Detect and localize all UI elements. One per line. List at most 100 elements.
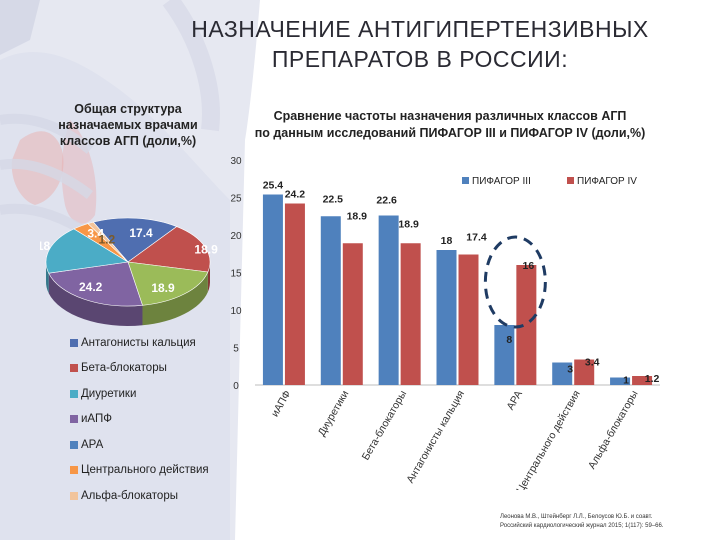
bar-pifagor-3 — [262, 194, 283, 385]
pie-slice — [48, 261, 143, 307]
pie-slice-side — [46, 261, 49, 294]
y-tick-label: 10 — [230, 306, 242, 317]
pie-slice — [127, 261, 209, 306]
y-tick-label: 25 — [230, 194, 242, 205]
pie-value-label: 18.9 — [194, 243, 218, 257]
legend-swatch — [70, 364, 78, 373]
highlight-ellipse — [483, 235, 547, 329]
bar-value-label: 18.9 — [347, 210, 368, 222]
bar-value-label: 3 — [567, 364, 573, 376]
bar-pifagor-3 — [552, 362, 573, 385]
pie-legend-item: Бета-блокаторы — [70, 356, 209, 382]
bar-value-label: 24.2 — [285, 189, 306, 201]
bar-value-label: 16 — [523, 260, 535, 272]
pie-legend-item: Альфа-блокаторы — [70, 483, 209, 509]
bar-value-label: 1.2 — [645, 373, 660, 385]
legend-swatch — [70, 338, 78, 347]
pie-chart: 17.4 18.9 18.9 24.2 18 3.41.2 — [40, 217, 218, 326]
x-tick-label: иАПФ — [269, 388, 294, 419]
pie-value-label: 18 — [40, 239, 50, 253]
bar-pifagor-4 — [632, 376, 653, 385]
bar-pifagor-4 — [342, 243, 363, 385]
bar-value-label: 1 — [623, 375, 629, 387]
bar-value-label: 25.4 — [263, 180, 284, 192]
bar-chart-title: Сравнение частоты назначения различных к… — [250, 108, 650, 142]
x-tick-label: Антагонисты кальция — [404, 389, 467, 486]
pie-legend-item: Центрального действия — [70, 458, 209, 484]
pie-value-label: 1.2 — [98, 233, 115, 247]
pie-legend-label: Диуретики — [81, 387, 137, 400]
bar-pifagor-3 — [610, 377, 631, 385]
bar-pifagor-4 — [284, 203, 305, 385]
pie-legend-label: Центрального действия — [81, 464, 209, 477]
x-tick-label: АРА — [504, 389, 525, 413]
bar-value-label: 18.9 — [398, 218, 419, 230]
bar-legend-swatch — [567, 177, 574, 184]
legend-swatch — [70, 466, 78, 475]
pie-value-label: 18.9 — [151, 281, 175, 295]
y-tick-label: 0 — [233, 381, 239, 392]
bar-legend-label: ПИФАГОР III — [472, 176, 531, 187]
x-tick-label: Альфа-блокаторы — [586, 389, 641, 472]
x-tick-label: Бета-блокаторы — [360, 389, 410, 463]
pie-value-label: 24.2 — [79, 280, 103, 294]
pie-slice — [87, 221, 129, 263]
bar-title-line1: Сравнение частоты назначения различных к… — [273, 109, 627, 123]
pie-legend-label: Антагонисты кальция — [81, 336, 196, 349]
pie-title-line3: классов АГП (доли,%) — [59, 134, 197, 148]
pie-legend-label: Бета-блокаторы — [81, 362, 167, 375]
legend-swatch — [70, 415, 78, 424]
pie-slice — [92, 217, 178, 263]
bar-value-label: 22.6 — [376, 195, 397, 207]
legend-swatch — [70, 389, 78, 398]
legend-swatch — [70, 440, 78, 449]
source-line2: Российский кардиологический журнал 2015;… — [500, 523, 664, 529]
pie-title-line1: Общая структура — [74, 102, 182, 116]
y-tick-label: 20 — [230, 231, 242, 242]
bar-value-label: 3.4 — [585, 357, 600, 369]
pie-title-line2: назначаемых врачами — [58, 118, 198, 132]
bar-pifagor-4 — [516, 265, 537, 385]
slide-title-line2: ПРЕПАРАТОВ В РОССИИ: — [271, 46, 569, 72]
y-tick-label: 5 — [233, 344, 239, 355]
pie-legend-item: АРА — [70, 432, 209, 458]
bar-chart: 05101520253025.424.2иАПФ22.518.9Диуретик… — [230, 156, 660, 491]
bar-pifagor-4 — [458, 254, 479, 385]
bar-value-label: 8 — [506, 334, 512, 346]
bar-value-label: 18 — [441, 235, 453, 247]
bar-legend-swatch — [462, 177, 469, 184]
bar-pifagor-4 — [574, 359, 595, 385]
pie-legend-label: Альфа-блокаторы — [81, 489, 178, 502]
pie-legend: Антагонисты кальция Бета-блокаторы Диуре… — [70, 330, 209, 509]
pie-legend-item: Диуретики — [70, 381, 209, 407]
bar-title-line2: по данным исследований ПИФАГОР III и ПИФ… — [254, 126, 646, 140]
slide-title: НАЗНАЧЕНИЕ АНТИГИПЕРТЕНЗИВНЫХ ПРЕПАРАТОВ… — [160, 14, 680, 74]
pie-chart-title: Общая структура назначаемых врачами клас… — [48, 101, 208, 149]
pie-value-label: 17.4 — [129, 226, 153, 240]
bar-value-label: 22.5 — [323, 193, 344, 205]
bar-pifagor-3 — [494, 325, 515, 385]
pie-legend-label: иАПФ — [81, 413, 112, 426]
legend-swatch — [70, 491, 78, 500]
pie-legend-item: Антагонисты кальция — [70, 330, 209, 356]
pie-slice-side — [207, 262, 210, 292]
pie-legend-label: АРА — [81, 438, 104, 451]
source-citation: Леонова М.В., Штейнберг Л.Л., Белоусов Ю… — [500, 513, 700, 531]
bar-pifagor-3 — [436, 250, 457, 385]
pie-slice-side — [48, 273, 143, 326]
pie-slice-side — [142, 271, 208, 326]
source-line1: Леонова М.В., Штейнберг Л.Л., Белоусов Ю… — [500, 514, 653, 520]
bar-pifagor-3 — [378, 215, 399, 385]
pie-slice — [127, 226, 211, 273]
bar-pifagor-3 — [320, 216, 341, 385]
pie-slice — [45, 228, 129, 274]
bar-value-label: 17.4 — [466, 232, 487, 244]
x-tick-label: Центрального действия — [514, 389, 583, 491]
bar-legend-label: ПИФАГОР IV — [577, 176, 637, 187]
slide-title-line1: НАЗНАЧЕНИЕ АНТИГИПЕРТЕНЗИВНЫХ — [191, 16, 649, 42]
y-tick-label: 15 — [230, 269, 242, 280]
y-tick-label: 30 — [230, 156, 242, 167]
pie-legend-item: иАПФ — [70, 407, 209, 433]
pie-value-label: 3.4 — [87, 227, 104, 241]
x-tick-label: Диуретики — [316, 388, 352, 438]
